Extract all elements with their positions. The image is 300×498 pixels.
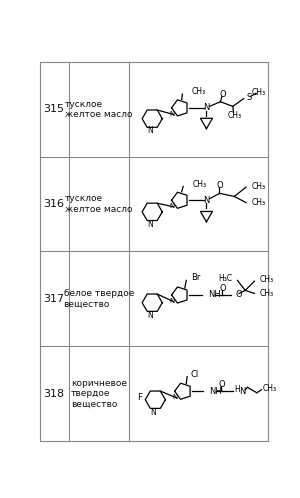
Text: Br: Br bbox=[191, 273, 200, 282]
Text: тусклое
желтое масло: тусклое желтое масло bbox=[65, 194, 133, 214]
Text: 316: 316 bbox=[44, 199, 65, 209]
Text: NH: NH bbox=[208, 290, 221, 299]
Text: N: N bbox=[170, 204, 175, 210]
Text: CH₃: CH₃ bbox=[263, 384, 277, 393]
Text: O: O bbox=[219, 380, 225, 389]
Text: N: N bbox=[170, 111, 175, 117]
Text: H: H bbox=[234, 385, 240, 394]
Text: N: N bbox=[170, 298, 175, 304]
Text: F: F bbox=[137, 393, 142, 402]
Text: CH₃: CH₃ bbox=[192, 87, 206, 96]
Text: H₃C: H₃C bbox=[219, 273, 233, 282]
Text: N: N bbox=[239, 387, 245, 396]
Text: 317: 317 bbox=[44, 294, 65, 304]
Text: CH₃: CH₃ bbox=[251, 198, 266, 207]
Text: S: S bbox=[247, 94, 252, 103]
Text: Cl: Cl bbox=[191, 370, 199, 379]
Text: N: N bbox=[147, 220, 153, 229]
Text: CH₃: CH₃ bbox=[193, 180, 207, 189]
Text: N: N bbox=[147, 311, 153, 320]
Text: тусклое
желтое масло: тусклое желтое масло bbox=[65, 100, 133, 119]
Text: O: O bbox=[235, 290, 242, 299]
Text: N: N bbox=[147, 126, 153, 135]
Text: 318: 318 bbox=[44, 388, 65, 398]
Text: CH₃: CH₃ bbox=[227, 111, 242, 120]
Text: O: O bbox=[216, 181, 223, 190]
Text: O: O bbox=[219, 90, 226, 99]
Text: N: N bbox=[203, 104, 210, 113]
Text: CH₃: CH₃ bbox=[252, 88, 266, 97]
Text: CH₃: CH₃ bbox=[251, 182, 266, 191]
Text: NH: NH bbox=[209, 387, 221, 396]
Text: белое твердое
вещество: белое твердое вещество bbox=[64, 289, 134, 309]
Text: N: N bbox=[173, 394, 178, 400]
Text: CH₃: CH₃ bbox=[259, 275, 273, 284]
Text: 315: 315 bbox=[44, 105, 65, 115]
Text: коричневое
твердое
вещество: коричневое твердое вещество bbox=[71, 378, 127, 408]
Text: CH₃: CH₃ bbox=[259, 289, 273, 298]
Text: O: O bbox=[219, 283, 226, 292]
Text: N: N bbox=[150, 407, 156, 416]
Text: N: N bbox=[203, 196, 210, 205]
